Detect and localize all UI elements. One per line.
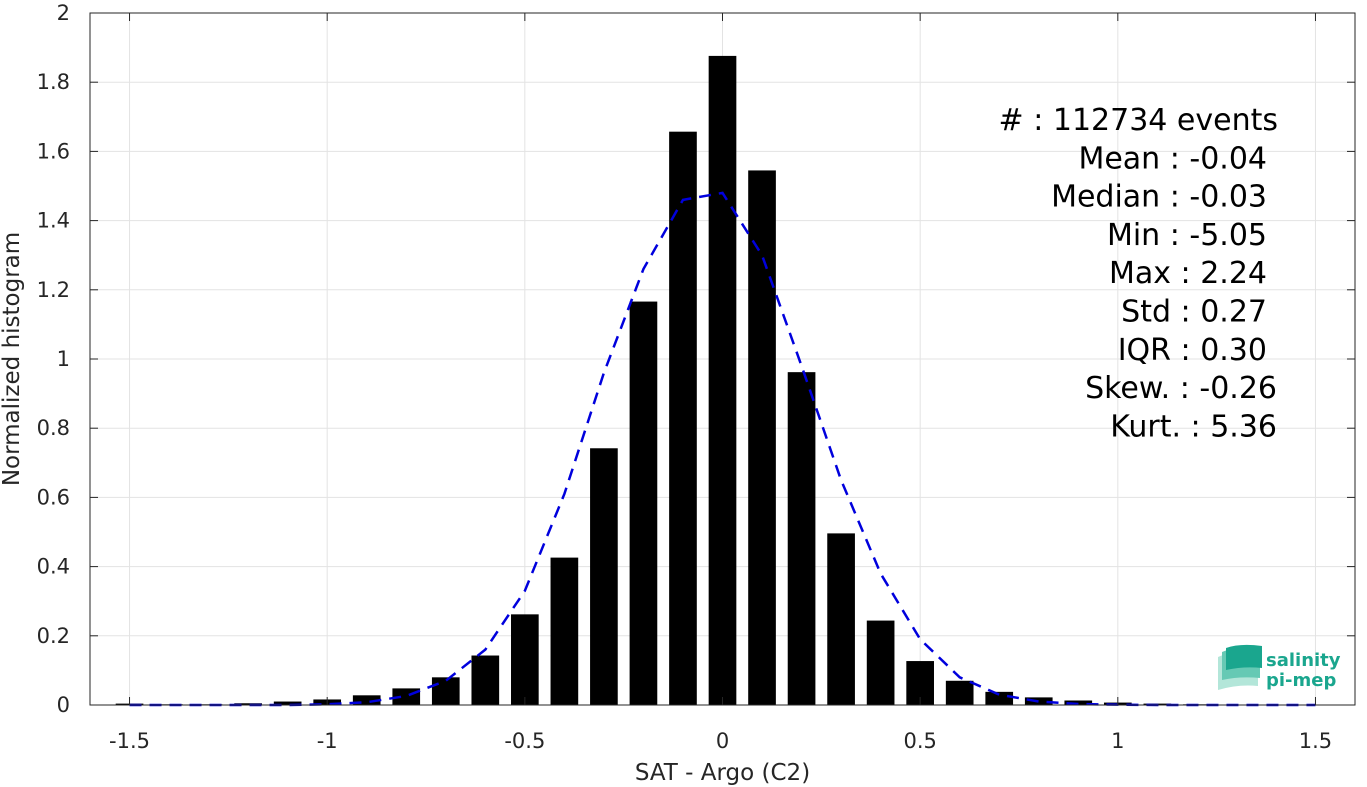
histogram-bar — [708, 55, 737, 706]
histogram-bar — [590, 448, 618, 705]
y-tick-label: 0.6 — [37, 485, 70, 509]
histogram-bar — [866, 620, 895, 705]
axes-layer — [89, 12, 1356, 706]
histogram-bar — [234, 703, 262, 705]
y-tick-label: 0.2 — [37, 624, 70, 648]
y-tick-label: 1.8 — [37, 70, 70, 94]
y-tick-label: 1.4 — [37, 209, 70, 233]
histogram-bar — [787, 372, 816, 705]
x-tick-label: -1.5 — [109, 729, 150, 753]
x-tick-label: 0.5 — [903, 729, 936, 753]
stat-line: Min : -5.05 — [1107, 218, 1267, 253]
histogram-bar — [669, 131, 697, 706]
bars-layer — [115, 55, 1330, 706]
salinity-pi-mep-logo: salinity pi-mep — [1218, 644, 1341, 691]
x-axis-title: SAT - Argo (C2) — [635, 760, 810, 786]
stat-line: Kurt. : 5.36 — [1110, 409, 1277, 444]
y-tick-label: 2 — [57, 1, 70, 25]
x-tick-label: 1 — [1111, 729, 1124, 753]
logo-line-1: salinity — [1266, 650, 1341, 671]
histogram-bar — [431, 677, 460, 705]
stat-line: Median : -0.03 — [1051, 180, 1267, 215]
stat-line: # : 112734 events — [999, 103, 1278, 138]
histogram-bar — [511, 614, 539, 705]
x-tick-label: 0 — [716, 729, 729, 753]
histogram-bar — [985, 691, 1014, 705]
stat-line: IQR : 0.30 — [1118, 333, 1267, 368]
histogram-bar — [273, 701, 302, 705]
stat-line: Std : 0.27 — [1121, 295, 1267, 330]
histogram-bar — [827, 533, 855, 705]
y-axis-title: Normalized histogram — [0, 232, 25, 486]
y-tick-label: 0 — [57, 693, 70, 717]
histogram-bar — [550, 557, 579, 705]
tick-labels-layer: -1.5 -1 -0.5 0 0.5 1 1.5 0 0.2 0.4 0.6 0.8 1 1.2 1.4 1.… — [37, 1, 1333, 753]
stat-line: Skew. : -0.26 — [1085, 371, 1277, 406]
y-tick-label: 1.2 — [37, 278, 70, 302]
histogram-bar — [629, 301, 658, 705]
y-tick-label: 1 — [57, 347, 70, 371]
histogram-bar — [945, 680, 974, 705]
x-tick-label: -0.5 — [504, 729, 545, 753]
logo-line-2: pi-mep — [1266, 670, 1336, 691]
y-tick-label: 0.8 — [37, 416, 70, 440]
stat-line: Max : 2.24 — [1109, 256, 1267, 291]
stat-line: Mean : -0.04 — [1078, 141, 1267, 176]
histogram-bar — [1024, 697, 1053, 705]
y-tick-label: 0.4 — [37, 555, 70, 579]
histogram-bar — [352, 695, 381, 705]
y-tick-label: 1.6 — [37, 139, 70, 163]
logo-wave-icon — [1218, 644, 1262, 690]
x-tick-label: -1 — [317, 729, 338, 753]
histogram-bar — [471, 655, 500, 705]
x-tick-label: 1.5 — [1299, 729, 1332, 753]
histogram-bar — [748, 170, 776, 705]
